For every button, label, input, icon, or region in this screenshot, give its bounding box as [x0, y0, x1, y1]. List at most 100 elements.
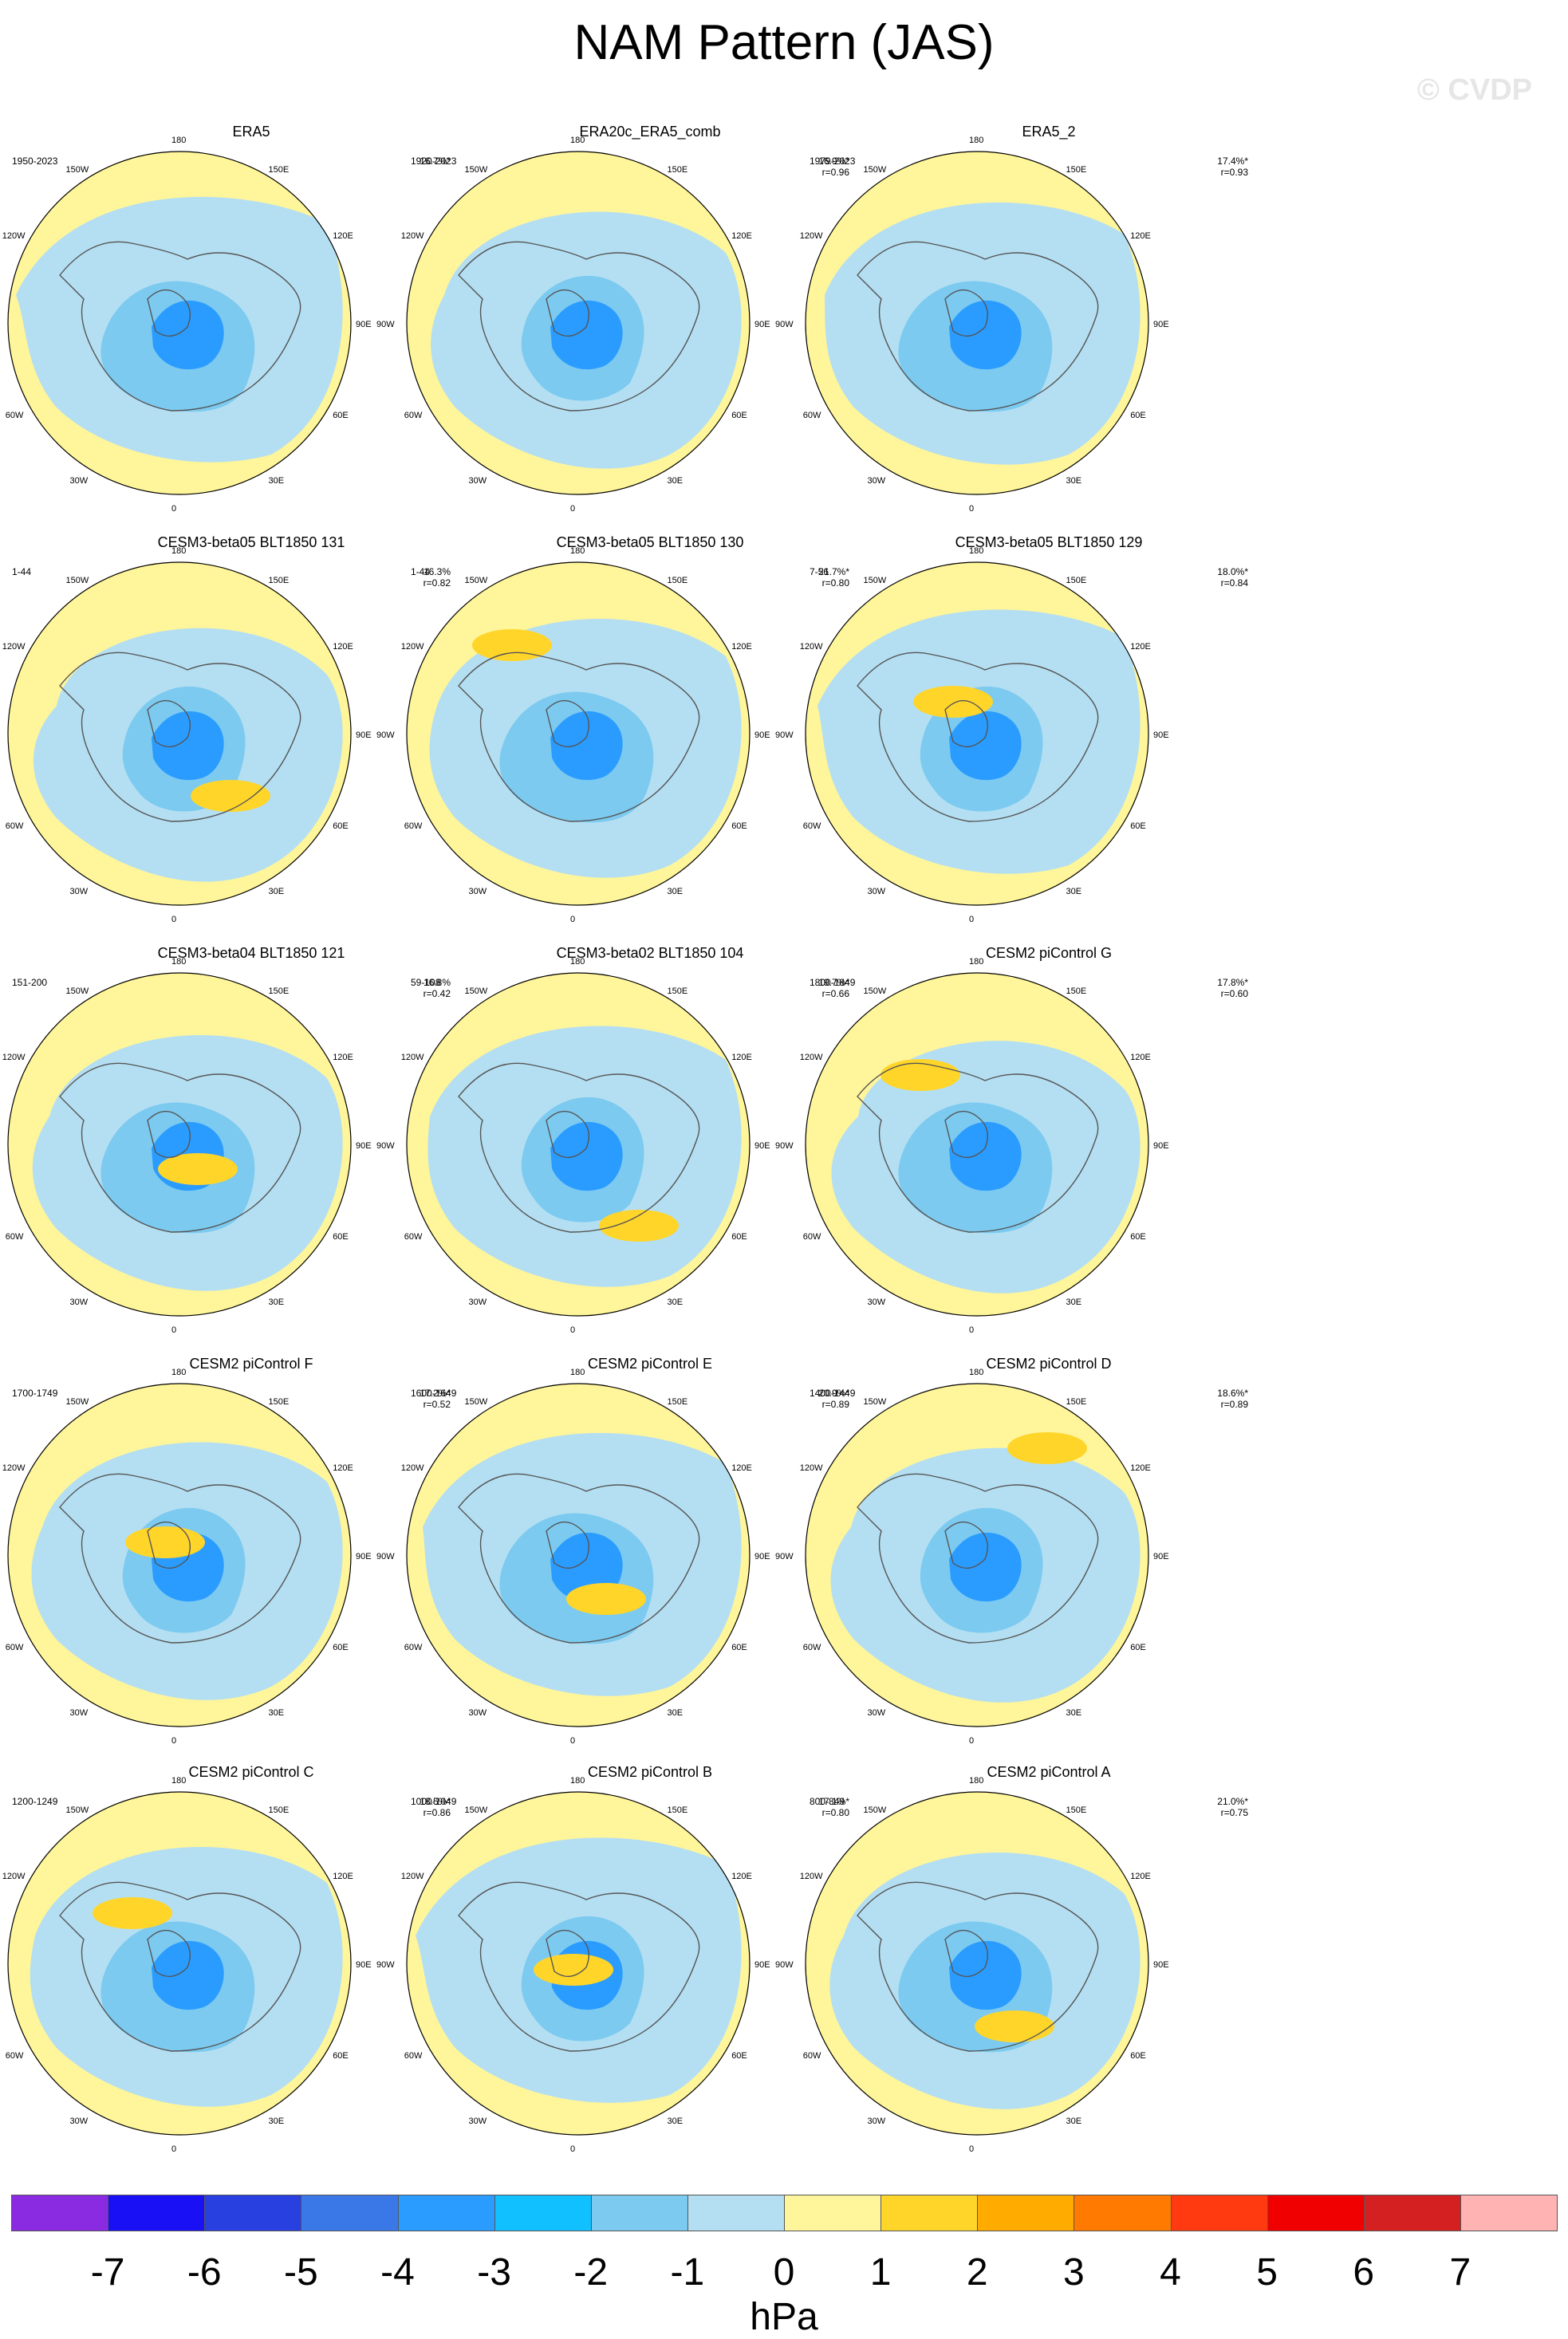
map-boundary: [406, 151, 751, 495]
colorbar-segment: [301, 2195, 399, 2231]
colorbar-tick-label: -7: [90, 2251, 125, 2294]
longitude-label: 30W: [867, 887, 886, 897]
panel-period: 1800-1849: [810, 977, 856, 988]
map-boundary: [7, 561, 352, 906]
longitude-label: 60W: [404, 1231, 423, 1242]
longitude-label: 120W: [400, 641, 424, 652]
longitude-label: 90E: [356, 320, 372, 329]
colorbar-segment: [11, 2195, 109, 2231]
coastline: [857, 1473, 1099, 1644]
colorbar-tick-label: -3: [477, 2251, 511, 2294]
panel-title: CESM3-beta02 BLT1850 104: [556, 945, 744, 961]
colorbar-segment: [687, 2195, 785, 2231]
longitude-label: 180: [171, 136, 187, 145]
positive-anomaly-patch: [599, 1210, 679, 1242]
coastline: [59, 652, 301, 822]
pattern-correlation: r=0.93: [1220, 167, 1248, 178]
pattern-correlation: r=0.86: [423, 1807, 451, 1818]
panel-period: 1700-1749: [12, 1388, 58, 1399]
negative-anomaly-center: [949, 711, 1022, 781]
longitude-label: 180: [969, 546, 984, 556]
map-boundary: [406, 1383, 751, 1727]
longitude-label: 150E: [667, 164, 688, 175]
longitude-label: 0: [969, 1736, 975, 1746]
polar-map: [406, 1791, 751, 2136]
colorbar-tick-label: 4: [1160, 2251, 1181, 2294]
longitude-label: 90E: [356, 1552, 372, 1561]
longitude-label: 150E: [1066, 575, 1087, 585]
colorbar-segment: [881, 2195, 979, 2231]
polar-map: [7, 972, 352, 1317]
negative-anomaly-center: [949, 1532, 1022, 1602]
panel-period: 59-108: [411, 977, 441, 988]
panel-stats: 16.7%*: [420, 156, 451, 167]
longitude-label: 120W: [2, 1463, 26, 1473]
longitude-label: 60E: [333, 821, 349, 831]
panel-title: ERA5_2: [1022, 124, 1076, 140]
positive-anomaly-patch: [158, 1153, 238, 1185]
panel-period: 1979-2023: [810, 156, 856, 167]
polar-map: [406, 561, 751, 906]
negative-anomaly-center: [152, 1940, 224, 2010]
longitude-label: 90W: [775, 1960, 794, 1970]
pattern-correlation: r=0.80: [821, 577, 849, 589]
map-boundary: [7, 1383, 352, 1727]
colorbar-segment: [108, 2195, 206, 2231]
panel-stats: 18.6%* r=0.89: [1217, 1388, 1248, 1410]
explained-variance: 17.4%*: [1217, 156, 1248, 167]
longitude-label: 60W: [5, 1231, 24, 1242]
coastline: [59, 1062, 301, 1233]
polar-map: [805, 1791, 1149, 2136]
map-panel: CESM3-beta05 BLT1850 130 1-44 21.7%* r=0.80…: [376, 534, 905, 933]
longitude-label: 150W: [464, 575, 488, 585]
longitude-label: 30E: [667, 476, 684, 486]
longitude-label: 30W: [867, 476, 886, 486]
pattern-correlation: r=0.80: [821, 1807, 849, 1818]
longitude-label: 90W: [376, 320, 395, 329]
panel-period: 1950-2023: [12, 156, 58, 167]
colorbar-segment: [977, 2195, 1075, 2231]
longitude-label: 120W: [400, 1463, 424, 1473]
longitude-label: 30W: [468, 1297, 487, 1308]
panel-stats: 17.4%* r=0.93: [1217, 156, 1248, 178]
polar-map: [805, 561, 1149, 906]
longitude-label: 30W: [468, 887, 487, 897]
colorbar-segment: [1074, 2195, 1172, 2231]
longitude-label: 90E: [1153, 1552, 1169, 1561]
longitude-label: 180: [969, 1368, 984, 1377]
longitude-label: 60E: [1130, 410, 1146, 420]
colorbar-tick-label: 0: [773, 2251, 795, 2294]
longitude-label: 60W: [5, 821, 24, 831]
longitude-label: 30E: [667, 1297, 684, 1308]
panel-period: 1-44: [411, 566, 431, 577]
polar-map: [7, 561, 352, 906]
panel-stats: 21.0%* r=0.75: [1217, 1796, 1248, 1818]
longitude-label: 0: [969, 504, 975, 514]
longitude-label: 30E: [1066, 476, 1082, 486]
longitude-label: 30W: [69, 2117, 89, 2127]
longitude-label: 120W: [400, 230, 424, 241]
colorbar-segment: [784, 2195, 882, 2231]
negative-anomaly-center: [152, 300, 224, 370]
longitude-label: 150W: [65, 1805, 89, 1815]
longitude-label: 180: [969, 136, 984, 145]
longitude-label: 150W: [65, 164, 89, 175]
longitude-label: 120W: [400, 1052, 424, 1062]
colorbar-tick-label: 1: [869, 2251, 892, 2294]
panel-period: 1000-1049: [411, 1796, 457, 1807]
explained-variance: 20.9%*: [818, 1388, 849, 1399]
polar-map: [7, 1383, 352, 1727]
panel-stats: 18.5%* r=0.86: [420, 1796, 451, 1818]
longitude-label: 150E: [667, 575, 688, 585]
panel-title: CESM2 piControl E: [587, 1356, 713, 1372]
longitude-label: 30E: [268, 887, 285, 897]
longitude-label: 0: [171, 2144, 177, 2154]
longitude-label: 150W: [65, 575, 89, 585]
panel-period: 1-44: [12, 566, 32, 577]
longitude-label: 120W: [799, 1463, 823, 1473]
longitude-label: 60E: [731, 2050, 747, 2061]
panel-title: CESM2 piControl F: [189, 1356, 313, 1372]
panel-title: CESM3-beta05 BLT1850 129: [955, 534, 1143, 550]
longitude-label: 90W: [775, 1552, 794, 1561]
pattern-correlation: r=0.75: [1220, 1807, 1248, 1818]
